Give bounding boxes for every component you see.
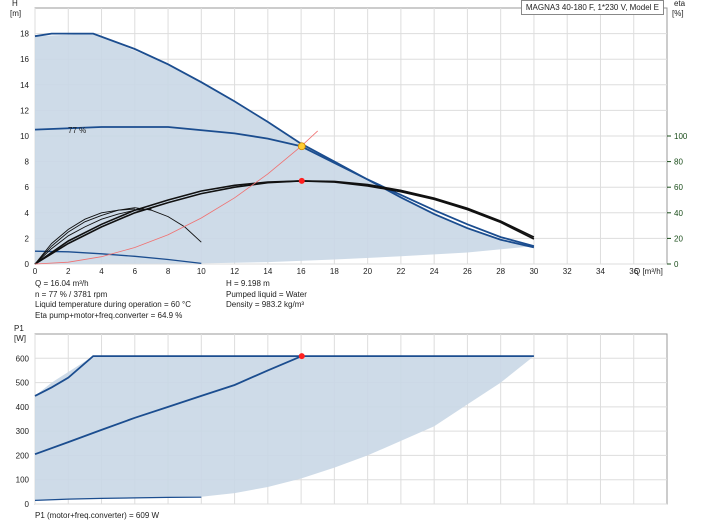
curve-eta_77 [34, 180, 535, 265]
y-tick-label: 4 [25, 209, 30, 218]
x-tick-label: 28 [496, 267, 505, 276]
info-right: H = 9.198 m Pumped liquid = Water Densit… [226, 279, 307, 311]
y2-axis-unit: [%] [672, 9, 684, 18]
power-y-tick-label: 200 [16, 451, 30, 460]
power-chart: 0 100 200 300 400 500 600 P1[W] [14, 324, 668, 509]
curve-eta_low3 [34, 208, 152, 265]
x-tick-label: 24 [430, 267, 439, 276]
x-tick-label: 0 [33, 267, 38, 276]
y-axis-unit: [m] [10, 9, 21, 18]
operating-envelope [35, 33, 534, 264]
power-y-tick-label: 600 [16, 354, 30, 363]
x-axis-label: Q [m³/h] [634, 267, 663, 276]
y-tick-label: 10 [20, 132, 29, 141]
y-tick-label: 0 [25, 260, 30, 269]
x-tick-label: 30 [529, 267, 538, 276]
flow-readout: Q = 16.04 m³/h [35, 279, 89, 288]
y2-tick-label: 20 [674, 234, 683, 243]
y-tick-label: 18 [20, 30, 29, 39]
x-tick-label: 34 [596, 267, 605, 276]
power-curve-p1_77 [34, 355, 303, 456]
x-tick-label: 4 [99, 267, 104, 276]
y-tick-label: 14 [20, 81, 29, 90]
model-label: MAGNA3 40-180 F, 1*230 V, Model E [520, 0, 664, 15]
y-tick-label: 8 [25, 158, 30, 167]
info-left: Q = 16.04 m³/h n = 77 % / 3781 rpm Liqui… [35, 279, 191, 321]
power-y-tick-label: 500 [16, 379, 30, 388]
x-tick-label: 6 [133, 267, 138, 276]
head-flow-chart: 0 2 4 6 8 10 12 14 16 18 20 22 24 26 28 30 32 34 360246810… [10, 0, 688, 276]
y-tick-label: 6 [25, 183, 30, 192]
y-tick-label: 16 [20, 55, 29, 64]
y2-tick-label: 0 [674, 260, 679, 269]
x-tick-label: 8 [166, 267, 171, 276]
x-tick-label: 18 [330, 267, 339, 276]
x-tick-label: 14 [263, 267, 272, 276]
liquid-readout: Pumped liquid = Water [226, 289, 307, 299]
y2-axis-label: eta [674, 0, 686, 8]
density-readout: Density = 983.2 kg/m³ [226, 300, 305, 309]
curve-system_curve [34, 130, 318, 265]
y-tick-label: 12 [20, 106, 29, 115]
curve-min_curve [34, 250, 202, 265]
x-tick-label: 16 [297, 267, 306, 276]
y-axis-label: H [12, 0, 18, 8]
curve-max_curve [34, 32, 535, 249]
x-tick-label: 12 [230, 267, 239, 276]
head-readout: H = 9.198 m [226, 279, 270, 288]
duty-point-eta [298, 177, 305, 184]
curve-eta_low2 [34, 207, 202, 265]
x-tick-label: 2 [66, 267, 71, 276]
power-curve-p1_max [34, 355, 534, 397]
curve-speed_77 [34, 126, 302, 148]
power-envelope [35, 356, 534, 501]
power-y-tick-label: 400 [16, 403, 30, 412]
power-readout: P1 (motor+freq.converter) = 609 W [35, 511, 160, 520]
y2-tick-label: 60 [674, 183, 683, 192]
power-axis-label: P1 [14, 324, 24, 333]
power-y-tick-label: 0 [25, 500, 30, 509]
duty-point-power [298, 353, 305, 360]
power-axis-unit: [W] [14, 334, 26, 343]
power-y-tick-label: 100 [16, 476, 30, 485]
power-y-tick-label: 300 [16, 427, 30, 436]
y2-tick-label: 80 [674, 158, 683, 167]
x-tick-label: 22 [396, 267, 405, 276]
curve-speed_77_ext [300, 145, 535, 247]
efficiency-readout: Eta pump+motor+freq.converter = 64.9 % [35, 310, 183, 320]
y-tick-label: 2 [25, 234, 30, 243]
speed-annotation: 77 % [68, 126, 86, 135]
speed-readout: n = 77 % / 3781 rpm [35, 289, 108, 299]
x-tick-label: 32 [563, 267, 572, 276]
x-tick-label: 20 [363, 267, 372, 276]
y2-tick-label: 40 [674, 209, 683, 218]
liquid-temperature-readout: Liquid temperature during operation = 60… [35, 300, 191, 309]
duty-point-head [297, 142, 306, 151]
x-tick-label: 26 [463, 267, 472, 276]
y2-tick-label: 100 [674, 132, 688, 141]
power-curve-p1_min [34, 496, 202, 501]
x-tick-label: 36 [629, 267, 638, 276]
x-tick-label: 10 [197, 267, 206, 276]
